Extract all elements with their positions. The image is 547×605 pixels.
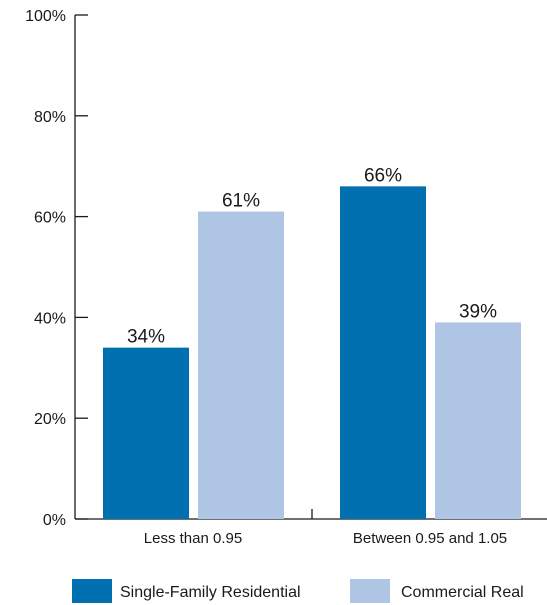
y-tick-label: 0% <box>43 512 66 529</box>
data-label-single-family-less-than-0-95: 34% <box>127 327 165 348</box>
legend-swatch-commercial-real <box>350 579 390 603</box>
data-label-commercial-less-than-0-95: 61% <box>222 191 260 212</box>
category-label-between-0-95-and-1-05: Between 0.95 and 1.05 <box>353 530 507 547</box>
y-tick-label: 40% <box>34 310 66 327</box>
bar-single-family-less-than-0-95 <box>103 347 189 519</box>
category-label-less-than-0-95: Less than 0.95 <box>144 530 242 547</box>
data-label-single-family-between-0-95-and-1-05: 66% <box>364 165 402 186</box>
bar-commercial-less-than-0-95 <box>198 211 284 519</box>
y-tick-label: 20% <box>34 411 66 428</box>
y-tick-label: 100% <box>25 8 66 25</box>
bar-single-family-between-0-95-and-1-05 <box>340 186 426 520</box>
legend-label-single-family-residential: Single-Family Residential <box>120 584 301 601</box>
legend-label-commercial-real: Commercial Real <box>401 584 524 601</box>
legend: Single-Family Residential Commercial Rea… <box>72 579 524 603</box>
y-tick-label: 80% <box>34 109 66 126</box>
data-label-commercial-between-0-95-and-1-05: 39% <box>459 301 497 322</box>
legend-swatch-single-family-residential <box>72 579 112 603</box>
y-tick-label: 60% <box>34 210 66 227</box>
bar-commercial-between-0-95-and-1-05 <box>435 322 521 519</box>
